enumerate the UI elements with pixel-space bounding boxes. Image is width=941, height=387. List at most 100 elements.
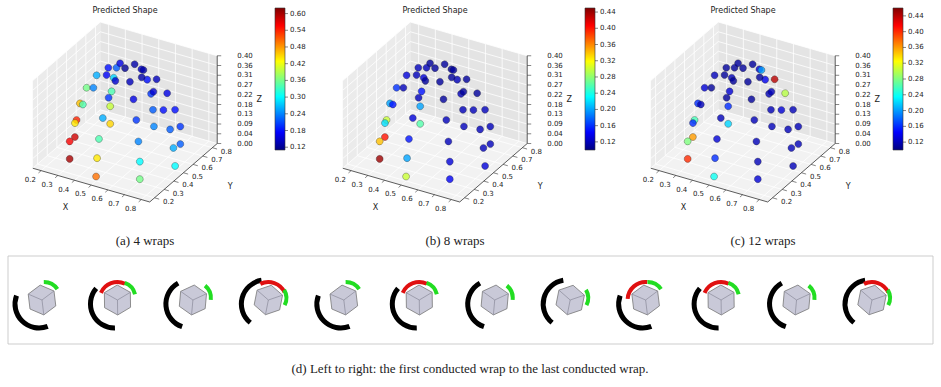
svg-text:0.22: 0.22 bbox=[547, 91, 563, 99]
svg-text:0.04: 0.04 bbox=[855, 130, 871, 138]
svg-text:0.5: 0.5 bbox=[502, 173, 513, 181]
svg-text:0.8: 0.8 bbox=[125, 205, 136, 213]
svg-text:0.30: 0.30 bbox=[290, 93, 306, 101]
svg-text:0.5: 0.5 bbox=[693, 190, 704, 198]
svg-text:0.12: 0.12 bbox=[600, 138, 616, 146]
svg-text:0.4: 0.4 bbox=[182, 181, 194, 189]
svg-text:0.40: 0.40 bbox=[908, 28, 924, 36]
svg-text:0.04: 0.04 bbox=[237, 130, 253, 138]
svg-text:0.2: 0.2 bbox=[643, 176, 654, 184]
svg-text:0.7: 0.7 bbox=[211, 156, 222, 164]
svg-text:Y: Y bbox=[227, 182, 233, 191]
svg-text:0.18: 0.18 bbox=[547, 101, 563, 109]
svg-text:0.36: 0.36 bbox=[600, 41, 616, 49]
svg-text:Z: Z bbox=[256, 95, 262, 104]
svg-text:0.13: 0.13 bbox=[237, 110, 253, 118]
svg-text:0.6: 0.6 bbox=[710, 195, 722, 203]
svg-text:0.36: 0.36 bbox=[290, 76, 306, 84]
svg-text:0.6: 0.6 bbox=[202, 164, 214, 172]
svg-text:0.60: 0.60 bbox=[290, 10, 306, 18]
svg-text:0.5: 0.5 bbox=[385, 190, 396, 198]
svg-text:0.40: 0.40 bbox=[547, 52, 563, 60]
svg-text:0.8: 0.8 bbox=[435, 205, 446, 213]
svg-text:0.5: 0.5 bbox=[75, 190, 86, 198]
svg-text:0.20: 0.20 bbox=[600, 105, 616, 113]
svg-text:0.12: 0.12 bbox=[290, 143, 306, 151]
svg-text:0.28: 0.28 bbox=[600, 73, 616, 81]
svg-text:X: X bbox=[373, 203, 379, 212]
svg-text:Predicted Shape: Predicted Shape bbox=[710, 6, 775, 15]
svg-text:0.5: 0.5 bbox=[810, 173, 821, 181]
svg-text:(a) 4 wraps: (a) 4 wraps bbox=[116, 233, 174, 248]
svg-text:Y: Y bbox=[845, 182, 851, 191]
svg-text:0.7: 0.7 bbox=[726, 200, 737, 208]
svg-text:0.4: 0.4 bbox=[492, 181, 504, 189]
svg-text:0.3: 0.3 bbox=[659, 181, 670, 189]
svg-text:0.6: 0.6 bbox=[92, 195, 104, 203]
svg-text:0.16: 0.16 bbox=[600, 122, 616, 130]
svg-text:0.09: 0.09 bbox=[547, 120, 563, 128]
svg-text:X: X bbox=[63, 203, 69, 212]
svg-text:0.6: 0.6 bbox=[820, 164, 832, 172]
svg-text:Predicted Shape: Predicted Shape bbox=[402, 6, 467, 15]
svg-text:0.32: 0.32 bbox=[600, 57, 616, 65]
svg-text:0.27: 0.27 bbox=[237, 81, 253, 89]
svg-text:0.36: 0.36 bbox=[547, 62, 563, 70]
svg-text:0.2: 0.2 bbox=[473, 198, 484, 206]
svg-text:0.31: 0.31 bbox=[547, 71, 563, 79]
svg-text:0.24: 0.24 bbox=[290, 110, 306, 118]
svg-text:0.4: 0.4 bbox=[368, 186, 380, 194]
svg-text:0.7: 0.7 bbox=[418, 200, 429, 208]
svg-text:0.31: 0.31 bbox=[855, 71, 871, 79]
svg-text:0.2: 0.2 bbox=[25, 176, 36, 184]
svg-text:0.44: 0.44 bbox=[908, 12, 924, 20]
svg-text:(c) 12 wraps: (c) 12 wraps bbox=[731, 233, 796, 248]
svg-text:0.44: 0.44 bbox=[600, 8, 616, 16]
svg-text:0.31: 0.31 bbox=[237, 71, 253, 79]
svg-text:0.40: 0.40 bbox=[600, 24, 616, 32]
svg-text:0.16: 0.16 bbox=[908, 122, 924, 130]
svg-text:0.42: 0.42 bbox=[290, 60, 306, 68]
svg-text:(b) 8 wraps: (b) 8 wraps bbox=[425, 233, 484, 248]
svg-text:0.24: 0.24 bbox=[908, 91, 924, 99]
svg-text:0.2: 0.2 bbox=[163, 198, 174, 206]
svg-text:0.28: 0.28 bbox=[908, 75, 924, 83]
svg-text:(d) Left to right: the first c: (d) Left to right: the first conducted w… bbox=[291, 361, 648, 376]
svg-text:0.3: 0.3 bbox=[41, 181, 52, 189]
svg-text:0.7: 0.7 bbox=[521, 156, 532, 164]
svg-text:0.3: 0.3 bbox=[483, 190, 494, 198]
svg-text:0.36: 0.36 bbox=[237, 62, 253, 70]
svg-text:0.2: 0.2 bbox=[335, 176, 346, 184]
svg-text:0.00: 0.00 bbox=[237, 140, 253, 148]
svg-text:0.32: 0.32 bbox=[908, 59, 924, 67]
svg-text:0.36: 0.36 bbox=[855, 62, 871, 70]
svg-text:0.36: 0.36 bbox=[908, 43, 924, 51]
svg-text:Y: Y bbox=[537, 182, 543, 191]
svg-text:0.6: 0.6 bbox=[512, 164, 524, 172]
svg-text:0.22: 0.22 bbox=[237, 91, 253, 99]
svg-text:Z: Z bbox=[874, 95, 880, 104]
svg-text:0.3: 0.3 bbox=[173, 190, 184, 198]
svg-text:0.18: 0.18 bbox=[237, 101, 253, 109]
svg-text:0.22: 0.22 bbox=[855, 91, 871, 99]
svg-text:0.09: 0.09 bbox=[237, 120, 253, 128]
svg-text:0.18: 0.18 bbox=[290, 127, 306, 135]
svg-text:Z: Z bbox=[566, 95, 572, 104]
svg-text:0.00: 0.00 bbox=[547, 140, 563, 148]
svg-text:0.27: 0.27 bbox=[855, 81, 871, 89]
svg-text:0.27: 0.27 bbox=[547, 81, 563, 89]
svg-text:0.40: 0.40 bbox=[855, 52, 871, 60]
svg-text:Predicted Shape: Predicted Shape bbox=[92, 6, 157, 15]
svg-text:0.13: 0.13 bbox=[855, 110, 871, 118]
svg-text:0.8: 0.8 bbox=[839, 148, 850, 156]
svg-text:0.40: 0.40 bbox=[237, 52, 253, 60]
svg-text:0.24: 0.24 bbox=[600, 89, 616, 97]
svg-text:0.18: 0.18 bbox=[855, 101, 871, 109]
svg-text:0.2: 0.2 bbox=[781, 198, 792, 206]
svg-text:0.4: 0.4 bbox=[58, 186, 70, 194]
svg-text:0.4: 0.4 bbox=[676, 186, 688, 194]
svg-text:0.48: 0.48 bbox=[290, 43, 306, 51]
svg-text:0.20: 0.20 bbox=[908, 107, 924, 115]
svg-text:0.3: 0.3 bbox=[791, 190, 802, 198]
svg-text:0.8: 0.8 bbox=[221, 148, 232, 156]
